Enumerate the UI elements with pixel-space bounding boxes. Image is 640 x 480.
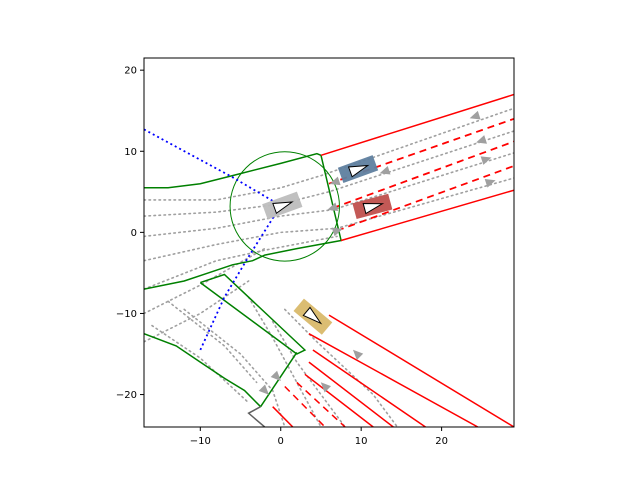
range-circle bbox=[229, 151, 340, 262]
direction-arrow-11 bbox=[258, 384, 269, 395]
centerline-10 bbox=[183, 308, 286, 427]
arrow-head-11 bbox=[258, 384, 269, 395]
lane-divider-2 bbox=[336, 165, 514, 232]
road-edge-0 bbox=[320, 93, 514, 157]
direction-arrow-1 bbox=[476, 135, 487, 144]
arrow-head-0 bbox=[469, 110, 481, 120]
centerline-12 bbox=[151, 324, 250, 404]
vehicle-heading-marker-red bbox=[362, 202, 385, 215]
lane-divider-1 bbox=[332, 140, 514, 209]
vehicle-heading-marker-blue bbox=[347, 164, 370, 178]
direction-arrow-5 bbox=[329, 176, 341, 186]
crosswalk-boundary-2 bbox=[144, 332, 262, 408]
arrow-head-1 bbox=[476, 135, 487, 144]
direction-arrow-9 bbox=[320, 382, 332, 393]
lower-road-line-1 bbox=[284, 385, 326, 427]
road-edge-2 bbox=[308, 333, 479, 427]
road-edge-1 bbox=[340, 189, 514, 242]
lane-divider-0 bbox=[328, 117, 514, 185]
centerline-5 bbox=[144, 247, 266, 315]
vehicle-blue bbox=[337, 155, 379, 184]
centerline-11 bbox=[167, 300, 258, 384]
crosswalk-boundary-1 bbox=[199, 273, 307, 355]
arrow-head-3 bbox=[484, 179, 496, 188]
arrow-head-7 bbox=[331, 227, 343, 237]
gray-boundary bbox=[247, 406, 266, 427]
plot-area bbox=[144, 93, 514, 427]
direction-arrow-3 bbox=[484, 179, 496, 188]
centerline-2 bbox=[144, 152, 514, 238]
planned-path bbox=[144, 128, 282, 351]
direction-arrow-0 bbox=[469, 110, 481, 120]
centerline-6 bbox=[144, 280, 250, 343]
y-tick-label-3: 10 bbox=[124, 147, 137, 158]
direction-arrow-10 bbox=[270, 370, 281, 381]
vehicle-red bbox=[352, 193, 393, 220]
axis-ticks: −10 0 10 20 −20 −10 0 10 20 bbox=[116, 66, 448, 447]
arrow-head-5 bbox=[329, 176, 341, 186]
direction-arrow-6 bbox=[327, 202, 339, 212]
arrow-head-4 bbox=[379, 165, 391, 175]
arrow-head-8 bbox=[352, 349, 364, 361]
y-tick-label-1: −10 bbox=[116, 309, 137, 320]
direction-arrow-7 bbox=[331, 227, 343, 237]
axes-frame bbox=[143, 57, 515, 428]
vehicle-gold bbox=[293, 298, 333, 335]
centerline-3 bbox=[144, 177, 514, 262]
x-tick-label-2: 10 bbox=[355, 436, 368, 447]
centerline-8 bbox=[271, 320, 346, 427]
arrow-head-10 bbox=[270, 370, 281, 381]
x-tick-label-1: 0 bbox=[278, 436, 284, 447]
lower-road-line-4 bbox=[308, 361, 394, 427]
lower-road-line-0 bbox=[272, 406, 294, 427]
y-tick-label-4: 20 bbox=[124, 66, 137, 77]
lower-road-line-3 bbox=[304, 373, 374, 427]
centerline-1 bbox=[144, 130, 514, 217]
arrow-head-9 bbox=[320, 382, 332, 393]
direction-arrow-4 bbox=[379, 165, 391, 175]
vehicle-heading-marker-gold bbox=[302, 306, 323, 325]
lower-road-line-2 bbox=[296, 381, 346, 427]
vehicle-ego bbox=[262, 191, 303, 220]
x-tick-label-0: −10 bbox=[190, 436, 211, 447]
direction-arrow-2 bbox=[480, 156, 492, 165]
arrow-head-2 bbox=[480, 156, 492, 165]
y-tick-label-0: −20 bbox=[116, 390, 137, 401]
lower-road-line-5 bbox=[312, 349, 426, 427]
y-tick-label-2: 0 bbox=[131, 228, 137, 239]
arrow-head-6 bbox=[327, 202, 339, 212]
centerline-9 bbox=[283, 308, 399, 427]
vehicle-heading-marker-ego bbox=[272, 201, 294, 215]
direction-arrow-8 bbox=[352, 349, 364, 361]
x-tick-label-3: 20 bbox=[435, 436, 448, 447]
road-edge-3 bbox=[328, 314, 514, 427]
